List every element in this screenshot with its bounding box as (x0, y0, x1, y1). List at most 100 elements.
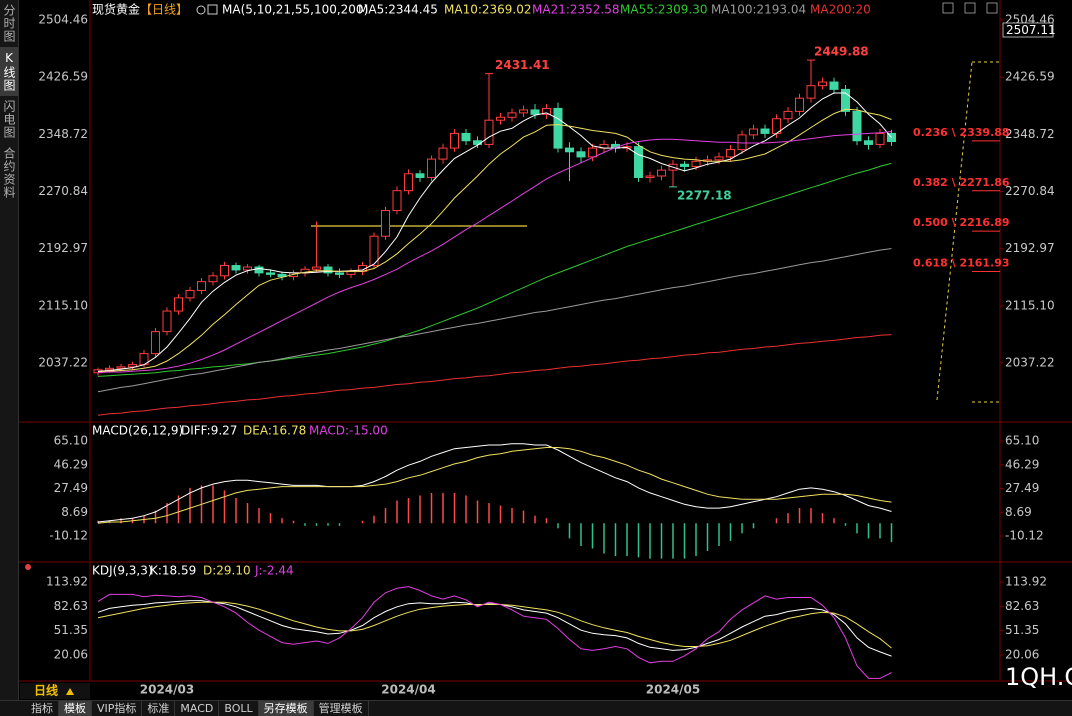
x-tick-label: 2024/03 (140, 683, 194, 697)
candle-body (116, 366, 126, 369)
candle-body (220, 265, 229, 277)
indicator-line (97, 92, 892, 372)
legend-entry: MACD:-15.00 (309, 424, 388, 438)
candle-body (565, 147, 574, 153)
candle-body (806, 85, 816, 99)
candle-body (128, 364, 137, 368)
indicator-line (97, 248, 892, 393)
side-tab[interactable]: 分时图 (2, 4, 16, 43)
legend-entry: K:18.59 (150, 564, 196, 578)
window-icon[interactable] (986, 2, 998, 14)
side-tab[interactable]: K线图 (0, 47, 18, 96)
candle-body (657, 169, 666, 177)
side-tab[interactable]: 合约资料 (2, 147, 16, 199)
toolbar-tab[interactable]: MACD (175, 701, 220, 716)
indicator-line (97, 108, 892, 373)
candle-body (208, 275, 218, 283)
candle-body (542, 107, 551, 115)
kdj-icon[interactable] (25, 564, 31, 570)
y-tick-label: 51.35 (1005, 623, 1039, 637)
legend-entry: MA5:2344.45 (358, 3, 438, 17)
candle-body (450, 132, 459, 149)
candle-body (760, 128, 770, 134)
x-tick-label: 2024/04 (381, 683, 435, 697)
panel-title: MACD(26,12,9) (92, 424, 183, 438)
extreme-label: 2449.88 (814, 45, 869, 59)
candle-body (312, 266, 321, 270)
y-tick-label: 8.69 (1005, 505, 1032, 519)
candle-body (404, 173, 413, 192)
candle-body (105, 367, 114, 371)
settings-icon[interactable] (207, 4, 218, 15)
candle-body (714, 156, 724, 161)
toolbar-tab[interactable]: 指标 (26, 701, 59, 716)
candle-body (496, 116, 505, 121)
extreme-label: 2277.18 (677, 188, 732, 202)
candle-body (875, 132, 885, 145)
toolbar: 指标 模板 VIP指标 标准 MACD BOLL 另存模板 管理模板 (0, 700, 1072, 716)
toolbar-tab[interactable]: 另存模板 (258, 701, 314, 716)
legend-entry: MA10:2369.02 (444, 3, 532, 17)
y-tick-label: 8.69 (61, 505, 88, 519)
indicator-line (97, 586, 892, 679)
panel-period: 【日线】 (140, 3, 188, 17)
y-tick-label: 46.29 (54, 457, 88, 471)
toolbar-tab[interactable]: 标准 (142, 701, 176, 716)
y-tick-label: 27.49 (54, 481, 88, 495)
candle-body (277, 273, 287, 278)
period-arrow[interactable] (66, 688, 74, 695)
y-tick-label: 82.63 (1005, 599, 1039, 613)
candle-body (151, 331, 160, 355)
y-tick-label: 2192.97 (38, 241, 88, 255)
legend-entry: DEA:16.78 (243, 424, 306, 438)
indicator-line (97, 443, 892, 523)
candle-body (634, 146, 643, 178)
candle-body (680, 163, 689, 167)
candle-body (381, 209, 390, 237)
y-tick-label: 2037.22 (1005, 356, 1055, 370)
candle-body (795, 97, 804, 112)
candle-body (829, 81, 839, 90)
legend-entry: MA55:2309.30 (620, 3, 708, 17)
window-icon[interactable] (964, 2, 976, 14)
add-icon[interactable] (196, 5, 206, 15)
legend-entry: D:29.10 (203, 564, 251, 578)
y-tick-label: 82.63 (54, 599, 88, 613)
y-tick-label: 2270.84 (1005, 184, 1055, 198)
legend-entry: DIFF:9.27 (181, 424, 237, 438)
fib-label: 0.618 \ 2161.93 (913, 256, 1010, 269)
indicator-line (97, 600, 892, 657)
y-tick-label: 51.35 (54, 623, 88, 637)
y-tick-label: -10.12 (49, 529, 88, 543)
panel-subtitle: MA(5,10,21,55,100,200) (222, 3, 368, 17)
period-label[interactable]: 日线 (34, 683, 58, 698)
y-tick-label: 2504.46 (38, 13, 88, 27)
candle-body (369, 235, 379, 267)
candle-body (645, 175, 655, 178)
cursor-label: 2507.11 (1006, 23, 1056, 37)
toolbar-tab[interactable]: VIP指标 (92, 701, 143, 716)
y-tick-label: 2115.10 (1005, 298, 1055, 312)
candle-body (335, 272, 344, 275)
y-tick-label: 27.49 (1005, 481, 1039, 495)
toolbar-tab[interactable]: BOLL (219, 701, 259, 716)
candle-body (323, 266, 333, 274)
toolbar-tab[interactable]: 模板 (59, 701, 92, 716)
indicator-line (97, 447, 892, 524)
candle-body (519, 109, 528, 114)
candle-body (553, 107, 563, 149)
candle-body (266, 272, 275, 275)
y-tick-label: 2426.59 (38, 70, 88, 84)
candle-body (438, 147, 448, 160)
side-tab[interactable]: 闪电图 (2, 100, 16, 139)
indicator-line (97, 601, 892, 649)
candle-body (243, 266, 252, 271)
toolbar-tab[interactable]: 管理模板 (314, 701, 369, 716)
y-tick-label: 2270.84 (38, 184, 88, 198)
candle-body (818, 81, 827, 87)
y-tick-label: 113.92 (1005, 575, 1047, 589)
y-tick-label: 65.10 (1005, 434, 1039, 448)
window-icon[interactable] (942, 2, 954, 14)
